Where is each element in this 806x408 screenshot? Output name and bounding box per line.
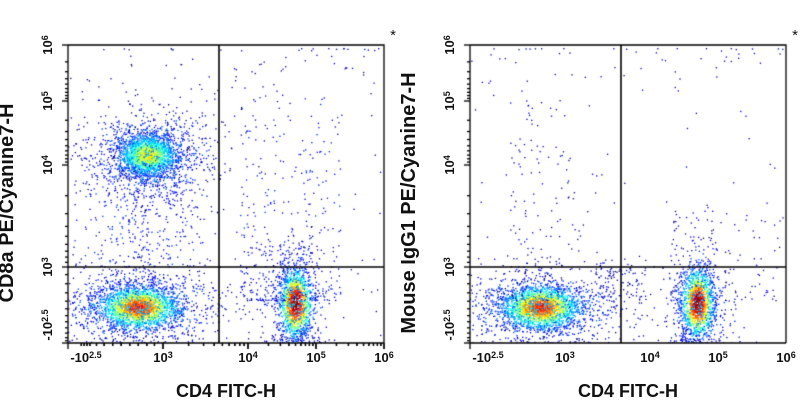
svg-text:-102.5: -102.5 — [40, 309, 55, 340]
svg-text:106: 106 — [374, 350, 393, 365]
svg-text:*: * — [390, 27, 396, 44]
svg-text:CD4 FITC-H: CD4 FITC-H — [176, 381, 276, 401]
svg-text:104: 104 — [238, 350, 257, 365]
svg-text:103: 103 — [153, 350, 172, 365]
svg-text:106: 106 — [40, 35, 55, 54]
svg-text:-102.5: -102.5 — [70, 350, 101, 365]
svg-text:Mouse IgG1 PE/Cyanine7-H: Mouse IgG1 PE/Cyanine7-H — [398, 72, 420, 333]
svg-text:-102.5: -102.5 — [472, 350, 503, 365]
svg-text:105: 105 — [306, 350, 325, 365]
svg-text:-102.5: -102.5 — [442, 309, 457, 340]
svg-text:105: 105 — [708, 350, 727, 365]
svg-text:103: 103 — [40, 257, 55, 276]
svg-text:105: 105 — [442, 91, 457, 110]
svg-text:*: * — [792, 27, 798, 44]
svg-text:105: 105 — [40, 91, 55, 110]
svg-text:103: 103 — [442, 257, 457, 276]
svg-text:104: 104 — [442, 155, 457, 174]
svg-text:CD4 FITC-H: CD4 FITC-H — [578, 381, 678, 401]
svg-text:103: 103 — [555, 350, 574, 365]
svg-text:104: 104 — [640, 350, 659, 365]
svg-text:CD8a PE/Cyanine7-H: CD8a PE/Cyanine7-H — [0, 104, 18, 303]
svg-text:104: 104 — [40, 155, 55, 174]
svg-text:106: 106 — [776, 350, 795, 365]
svg-text:106: 106 — [442, 35, 457, 54]
